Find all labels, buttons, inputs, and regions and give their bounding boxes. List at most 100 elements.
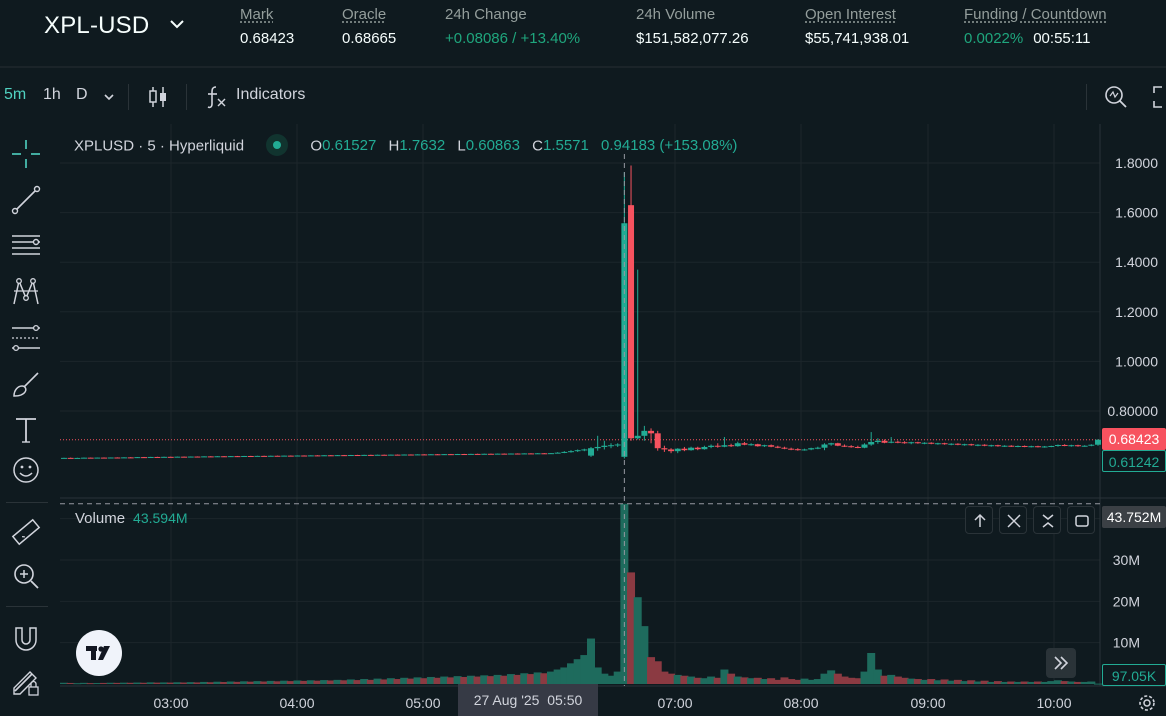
scroll-to-realtime-button[interactable] <box>1046 648 1076 678</box>
candle-body <box>968 444 975 446</box>
reference-price-badge: 0.61242 <box>1102 450 1166 472</box>
tradingview-logo[interactable] <box>76 630 122 676</box>
zoom-in-icon[interactable] <box>10 560 42 592</box>
candle-body <box>654 433 661 449</box>
volume-bar <box>860 671 869 684</box>
volume-bar <box>440 676 449 684</box>
candle-body <box>141 457 148 459</box>
volume-bar <box>907 678 916 684</box>
oracle-label[interactable]: Oracle <box>342 6 387 23</box>
open-interest-label[interactable]: Open Interest <box>805 6 896 23</box>
double-chevron-right-icon <box>1054 656 1069 670</box>
candle-body <box>381 454 388 456</box>
candle-body <box>474 453 481 455</box>
candle-body <box>961 444 968 446</box>
volume-bar <box>373 678 382 684</box>
price-chart[interactable]: 1.80001.60001.40001.20001.00000.8000040M… <box>60 124 1166 716</box>
volume-bar <box>220 682 229 684</box>
volume-bar <box>760 679 769 684</box>
candle-body <box>921 442 928 444</box>
volume-bar <box>780 677 789 684</box>
volume-bar <box>787 679 796 684</box>
toolbar-divider <box>6 502 48 503</box>
ruler-icon[interactable] <box>10 516 42 548</box>
volume-bar <box>166 682 175 684</box>
candle-body <box>748 444 755 446</box>
volume-bar <box>233 681 242 684</box>
text-icon[interactable] <box>10 414 42 446</box>
volume-bar <box>973 681 982 684</box>
indicators-button[interactable]: Indicators <box>236 86 306 103</box>
pattern-icon[interactable] <box>10 276 42 308</box>
chevron-down-icon[interactable] <box>168 18 186 32</box>
candle-body <box>661 448 668 450</box>
volume-bar <box>546 671 555 684</box>
chevron-down-icon[interactable] <box>103 92 115 102</box>
candle-body <box>741 443 748 445</box>
candle-body <box>1081 445 1088 447</box>
candle-body <box>561 451 568 453</box>
market-status-icon[interactable] <box>266 134 289 156</box>
candle-style-icon[interactable] <box>146 84 170 110</box>
candle-body <box>901 442 908 444</box>
candle-body <box>588 448 595 456</box>
volume-bar <box>693 677 702 684</box>
crosshair-icon[interactable] <box>10 138 42 170</box>
candle-body <box>708 445 715 447</box>
volume-bar <box>587 638 596 684</box>
candle-body <box>981 444 988 446</box>
volume-bar <box>653 661 662 684</box>
gear-icon[interactable] <box>1136 692 1158 714</box>
trend-line-icon[interactable] <box>10 184 42 216</box>
candle-body <box>227 456 234 458</box>
volume-bar <box>620 503 629 684</box>
magnet-icon[interactable] <box>10 622 42 654</box>
close-value: 1.5571 <box>542 137 589 155</box>
candle-body <box>427 454 434 456</box>
volume-bar <box>73 683 82 685</box>
volume-bar <box>1060 681 1069 684</box>
volume-bar <box>707 676 716 684</box>
close-pane-button[interactable] <box>999 506 1027 534</box>
candle-body <box>207 456 214 458</box>
volume-bar <box>386 678 395 684</box>
interval-5m[interactable]: 5m <box>4 86 27 103</box>
toolbar-divider <box>128 84 129 110</box>
time-tick-label: 10:00 <box>1036 695 1071 711</box>
lock-drawings-icon[interactable] <box>10 666 42 698</box>
volume-bar <box>987 681 996 684</box>
fullscreen-icon[interactable] <box>1150 85 1166 109</box>
volume-bar <box>466 675 475 684</box>
last-price-badge: 0.68423 <box>1102 428 1166 450</box>
candle-body <box>601 445 608 447</box>
pair-selector-label[interactable]: XPL-USD <box>44 12 150 39</box>
emoji-icon[interactable] <box>10 454 42 486</box>
candle-body <box>281 455 288 457</box>
volume-bar <box>1067 681 1076 684</box>
maximize-pane-button[interactable] <box>1067 506 1095 534</box>
candle-body <box>367 454 374 456</box>
crosshair-date-label: 27 Aug '25 05:50 <box>458 684 598 716</box>
mark-label[interactable]: Mark <box>240 6 274 23</box>
interval-d[interactable]: D <box>76 86 88 103</box>
quick-search-icon[interactable] <box>1103 84 1129 110</box>
funding-label[interactable]: Funding / Countdown <box>964 6 1107 23</box>
candle-body <box>401 454 408 456</box>
brush-icon[interactable] <box>10 368 42 400</box>
volume-label: 24h Volume <box>636 6 716 23</box>
volume-bar <box>500 675 509 684</box>
chart-pane[interactable]: 1.80001.60001.40001.20001.00000.8000040M… <box>60 124 1166 716</box>
collapse-pane-button[interactable] <box>1033 506 1061 534</box>
candle-body <box>567 451 574 453</box>
function-icon[interactable] <box>204 84 228 110</box>
move-pane-up-button[interactable] <box>965 506 993 534</box>
prediction-icon[interactable] <box>10 322 42 354</box>
volume-bar <box>566 663 575 684</box>
candle-body <box>101 457 108 459</box>
volume-bar <box>920 679 929 684</box>
low-value: 0.60863 <box>465 137 520 155</box>
open-interest-value: $55,741,938.01 <box>805 30 910 47</box>
interval-1h[interactable]: 1h <box>43 86 61 103</box>
fib-retracement-icon[interactable] <box>10 230 42 262</box>
candle-body <box>507 453 514 455</box>
